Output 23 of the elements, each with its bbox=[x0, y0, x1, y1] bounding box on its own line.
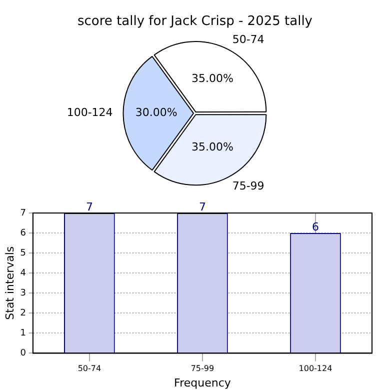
data-label: 30.00% bbox=[135, 106, 178, 120]
data-label: 6 bbox=[312, 220, 319, 234]
y-tick-label: 4 bbox=[20, 268, 26, 278]
data-label: 35.00% bbox=[192, 140, 234, 154]
x-tick-label: 50-74 bbox=[78, 364, 102, 374]
slice-label: 100-124 bbox=[66, 106, 113, 120]
x-tick-label: 100-124 bbox=[298, 364, 332, 374]
y-tick-label: 0 bbox=[20, 348, 26, 359]
x-axis-title: Frequency bbox=[174, 376, 232, 390]
slice-label: 75-99 bbox=[232, 179, 264, 192]
y-tick-label: 7 bbox=[20, 208, 26, 218]
y-tick-label: 5 bbox=[20, 248, 26, 258]
y-axis-title: Stat intervals bbox=[3, 246, 16, 320]
chart-title: score tally for Jack Crisp - 2025 tally bbox=[77, 14, 313, 30]
y-tick-label: 2 bbox=[20, 308, 26, 318]
y-tick-label: 3 bbox=[20, 288, 26, 298]
slice-label: 50-74 bbox=[232, 32, 264, 46]
y-tick-label: 6 bbox=[20, 228, 26, 238]
data-label: 35.00% bbox=[192, 72, 234, 85]
data-label: 7 bbox=[198, 200, 206, 214]
y-tick-label: 1 bbox=[20, 328, 26, 339]
data-label: 7 bbox=[86, 200, 93, 214]
x-tick-label: 75-99 bbox=[190, 364, 214, 374]
